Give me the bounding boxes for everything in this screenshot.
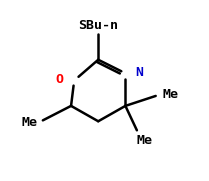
Text: Me: Me	[21, 116, 37, 129]
Text: N: N	[135, 66, 143, 79]
Text: SBu-n: SBu-n	[78, 19, 118, 32]
Text: O: O	[55, 73, 63, 86]
Text: Me: Me	[136, 134, 152, 147]
Text: Me: Me	[162, 88, 178, 101]
